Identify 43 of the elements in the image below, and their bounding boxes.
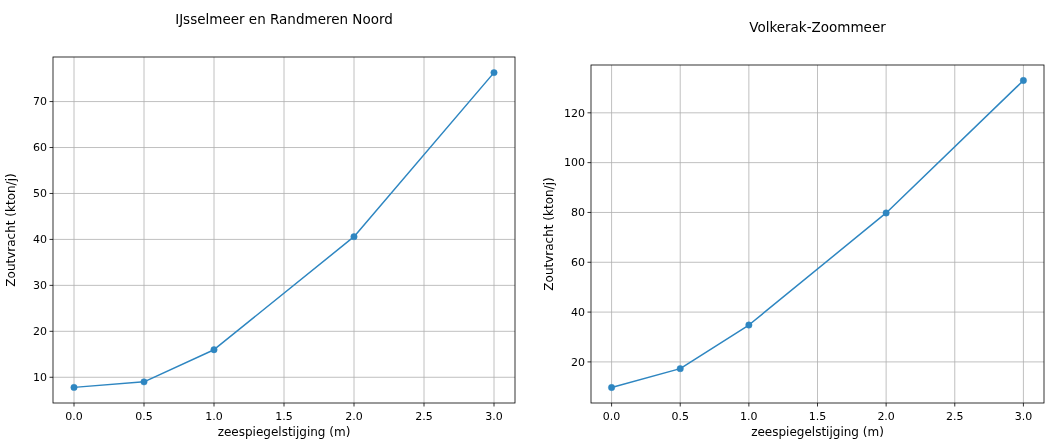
point [608,384,616,392]
y-tick-label: 80 [571,206,585,220]
y-tick-label: 120 [564,106,585,120]
x-tick-label: 0.5 [135,410,153,423]
x-tick-label: 3.0 [485,410,503,423]
point [745,321,753,329]
y-tick-label: 60 [571,256,585,270]
x-axis-title: zeespiegelstijging (m) [217,425,351,439]
y-tick-label: 40 [33,233,47,247]
x-tick-label: 2.0 [877,410,895,423]
point [1019,76,1027,84]
y-tick-label: 70 [33,95,47,109]
x-tick-label: 0.5 [671,410,689,423]
x-tick-label: 0.0 [65,410,83,423]
x-tick-label: 2.5 [415,410,433,423]
x-tick-label: 3.0 [1014,410,1033,423]
chart-title: IJsselmeer en Randmeren Noord [175,11,393,27]
y-axis-title: Zoutvracht (kton/j) [542,177,556,291]
point [140,378,148,386]
x-tick-label: 1.5 [275,410,293,423]
y-axis-title: Zoutvracht (kton/j) [4,173,18,287]
x-axis-title: zeespiegelstijging (m) [751,425,884,439]
y-tick-label: 20 [571,355,585,369]
x-tick-label: 2.0 [345,410,363,423]
y-tick-label: 100 [564,156,585,170]
point [490,69,498,77]
point [350,233,358,241]
point [70,383,78,391]
chart-title: Volkerak-Zoommeer [749,19,887,35]
y-tick-label: 60 [33,141,47,155]
point [676,365,684,373]
y-tick-label: 40 [571,305,585,319]
y-tick-label: 20 [33,325,47,339]
y-tick-label: 30 [33,279,47,293]
point [210,346,218,354]
x-tick-label: 2.5 [946,410,964,423]
point [882,209,890,217]
x-tick-label: 1.5 [808,410,827,423]
y-tick-label: 50 [33,187,47,201]
x-tick-label: 1.0 [740,410,758,423]
x-tick-label: 0.0 [602,410,621,423]
x-tick-label: 1.0 [205,410,223,423]
y-tick-label: 10 [33,371,47,385]
